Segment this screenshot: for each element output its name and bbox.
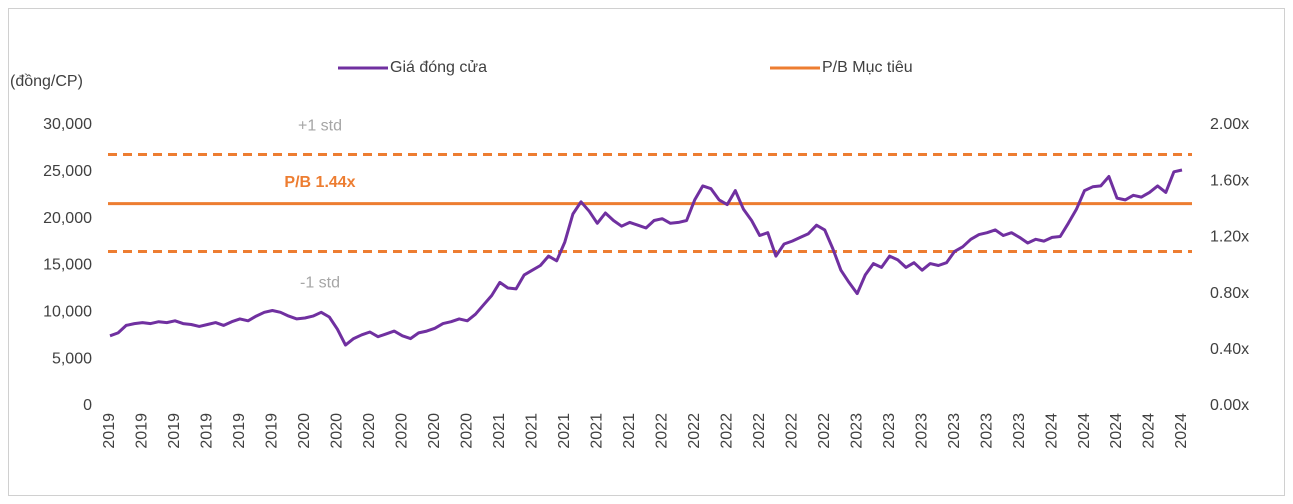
y2-tick-label: 1.20x: [1210, 229, 1249, 246]
reference-label: P/B 1.44x: [284, 174, 355, 191]
legend-label: Giá đóng cửa: [390, 59, 487, 76]
x-tick-label: 2020: [329, 413, 346, 449]
y-tick-label: 30,000: [43, 116, 92, 133]
y2-tick-label: 2.00x: [1210, 116, 1249, 133]
x-tick-label: 2022: [653, 413, 670, 449]
x-tick-label: 2023: [978, 413, 995, 449]
x-tick-label: 2022: [783, 413, 800, 449]
x-tick-label: 2019: [264, 413, 281, 449]
y-tick-label: 25,000: [43, 163, 92, 180]
x-tick-label: 2023: [913, 413, 930, 449]
x-tick-label: 2019: [199, 413, 216, 449]
x-tick-label: 2020: [459, 413, 476, 449]
y2-tick-label: 1.60x: [1210, 172, 1249, 189]
y-axis-label: (đồng/CP): [10, 73, 83, 90]
x-tick-label: 2019: [231, 413, 248, 449]
x-tick-label: 2023: [946, 413, 963, 449]
x-tick-label: 2021: [588, 413, 605, 449]
x-tick-label: 2022: [816, 413, 833, 449]
x-tick-label: 2024: [1108, 413, 1125, 449]
x-tick-label: 2019: [101, 413, 118, 449]
x-tick-label: 2020: [361, 413, 378, 449]
price-line: [109, 168, 1183, 347]
x-tick-label: 2019: [134, 413, 151, 449]
x-tick-label: 2020: [296, 413, 313, 449]
y-tick-label: 0: [83, 397, 92, 414]
x-tick-label: 2023: [848, 413, 865, 449]
x-tick-label: 2021: [556, 413, 573, 449]
x-tick-label: 2023: [881, 413, 898, 449]
x-tick-label: 2021: [524, 413, 541, 449]
reference-label: -1 std: [300, 275, 340, 292]
x-tick-label: 2024: [1076, 413, 1093, 449]
x-tick-label: 2020: [426, 413, 443, 449]
y2-tick-label: 0.80x: [1210, 285, 1249, 302]
x-tick-label: 2024: [1173, 413, 1190, 449]
y2-tick-label: 0.00x: [1210, 397, 1249, 414]
x-tick-label: 2024: [1043, 413, 1060, 449]
x-tick-label: 2021: [491, 413, 508, 449]
reference-label: +1 std: [298, 118, 342, 135]
x-tick-label: 2024: [1141, 413, 1158, 449]
x-tick-label: 2022: [718, 413, 735, 449]
x-tick-label: 2020: [394, 413, 411, 449]
x-tick-label: 2022: [751, 413, 768, 449]
y-tick-label: 15,000: [43, 257, 92, 274]
y-tick-label: 5,000: [52, 350, 92, 367]
frame: [8, 8, 1285, 496]
x-tick-label: 2023: [1011, 413, 1028, 449]
x-tick-label: 2021: [621, 413, 638, 449]
y2-tick-label: 0.40x: [1210, 341, 1249, 358]
x-tick-label: 2019: [166, 413, 183, 449]
x-tick-label: 2022: [686, 413, 703, 449]
y-tick-label: 10,000: [43, 304, 92, 321]
legend-label: P/B Mục tiêu: [822, 59, 913, 76]
y-tick-label: 20,000: [43, 210, 92, 227]
